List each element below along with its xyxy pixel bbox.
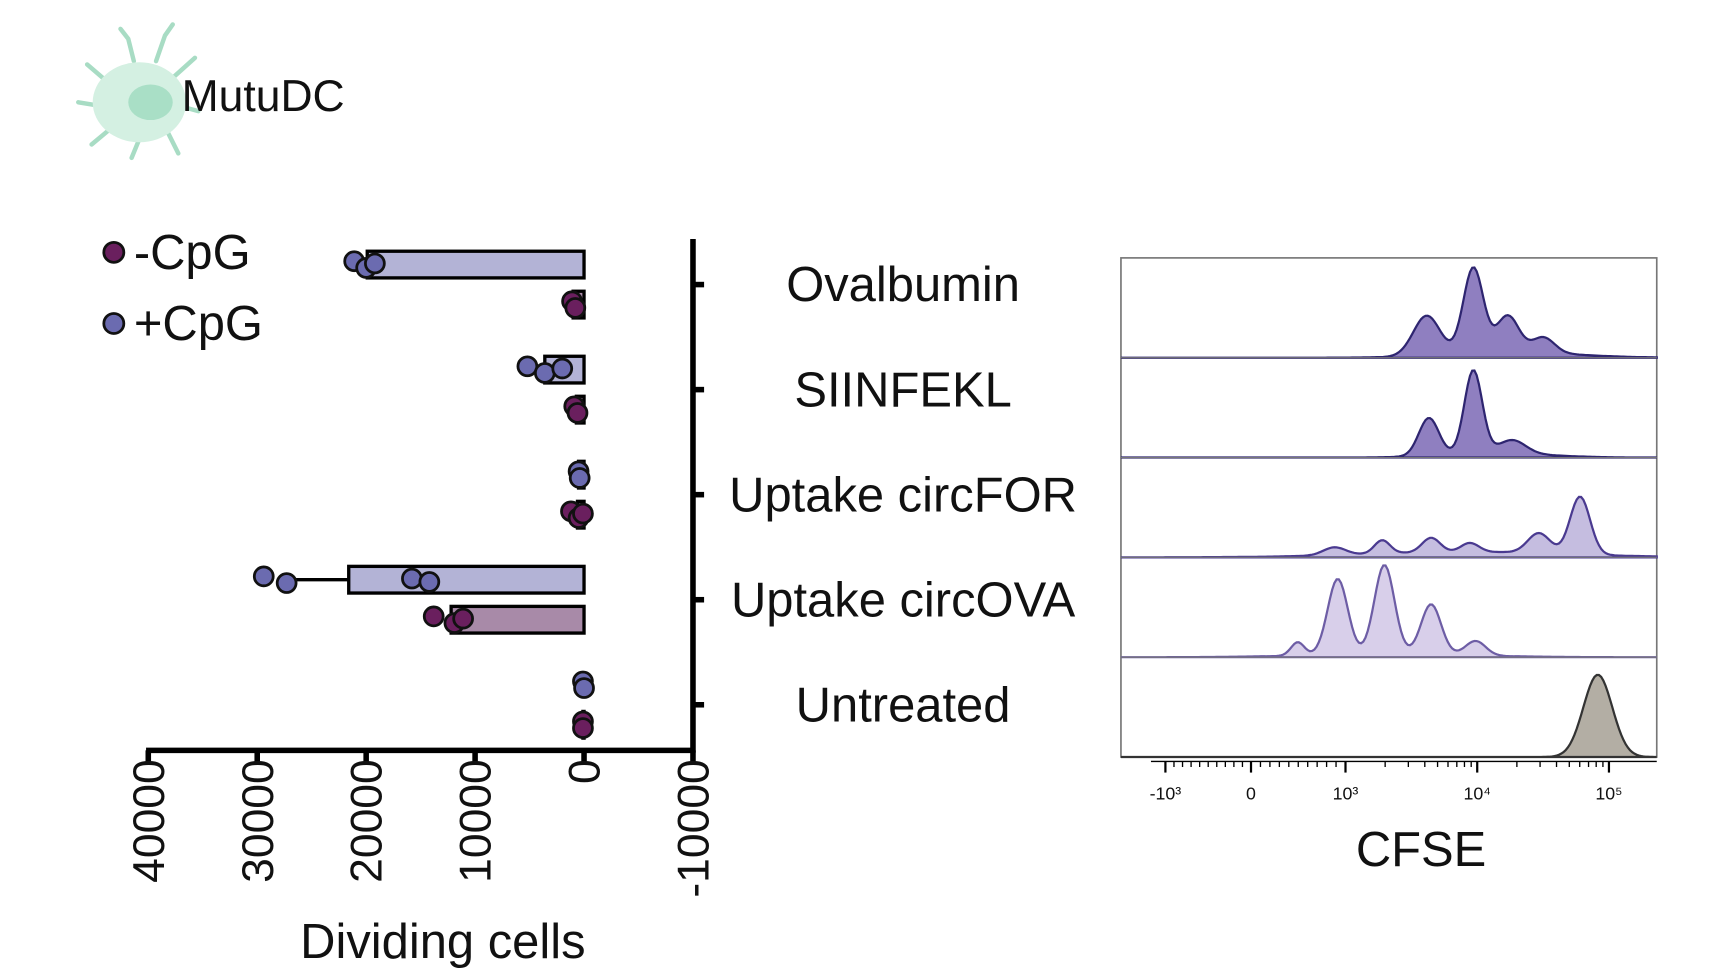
cfse-tick-label: 10⁴ (1464, 783, 1491, 803)
data-point (452, 607, 474, 630)
x-tick-label: 20000 (343, 759, 392, 883)
cfse-tick-label: 10³ (1333, 783, 1359, 803)
x-axis-title: Dividing cells (300, 915, 585, 969)
bar (365, 249, 586, 280)
x-tick-label: -10000 (670, 759, 719, 897)
histogram-curve (1120, 266, 1658, 359)
histogram-curve (1120, 369, 1657, 459)
cfse-tick-label: 0 (1246, 783, 1256, 803)
x-tick-label: 30000 (234, 759, 283, 883)
category-label: Uptake circFOR (729, 468, 1077, 522)
legend-label: +CpG (134, 297, 263, 351)
category-label: SIINFEKL (794, 363, 1011, 417)
x-tick-label: 40000 (125, 759, 174, 883)
panel-title: MutuDC (182, 72, 345, 121)
data-point (364, 252, 386, 275)
x-tick-label: 10000 (452, 759, 501, 883)
histogram-curve (1120, 673, 1657, 759)
data-point (572, 502, 594, 525)
data-point (551, 357, 574, 380)
category-label: Ovalbumin (786, 258, 1020, 312)
cfse-tick-label: -10³ (1150, 783, 1182, 803)
legend-marker (102, 240, 126, 264)
data-point (422, 605, 445, 628)
histogram-curve (1120, 564, 1657, 659)
data-point (573, 677, 595, 699)
data-point (572, 717, 594, 739)
cfse-tick-label: 10⁵ (1595, 783, 1622, 803)
data-point (566, 402, 589, 424)
cell-nucleus (128, 84, 173, 121)
data-point (252, 565, 275, 588)
bar (347, 564, 586, 595)
bar-chart: Ovalbumin SIINFEKL Uptake circFOR Uptake ci… (102, 226, 1077, 969)
cfse-axis-title: CFSE (1356, 823, 1486, 877)
data-point (533, 362, 556, 384)
data-point (401, 567, 423, 590)
legend-marker (102, 312, 126, 335)
histogram-panel: -10³ 0 10³ 10⁴ 10⁵ CFSE (1120, 257, 1658, 877)
data-point (275, 572, 298, 594)
data-point (564, 297, 587, 319)
histogram-curve (1120, 495, 1658, 559)
data-point (568, 467, 591, 489)
category-label: Uptake circOVA (731, 573, 1076, 627)
data-point (418, 571, 441, 593)
cell-icon (76, 22, 201, 161)
category-label: Untreated (796, 678, 1011, 732)
x-tick-label: 0 (561, 759, 610, 784)
legend-label: -CpG (134, 226, 251, 280)
